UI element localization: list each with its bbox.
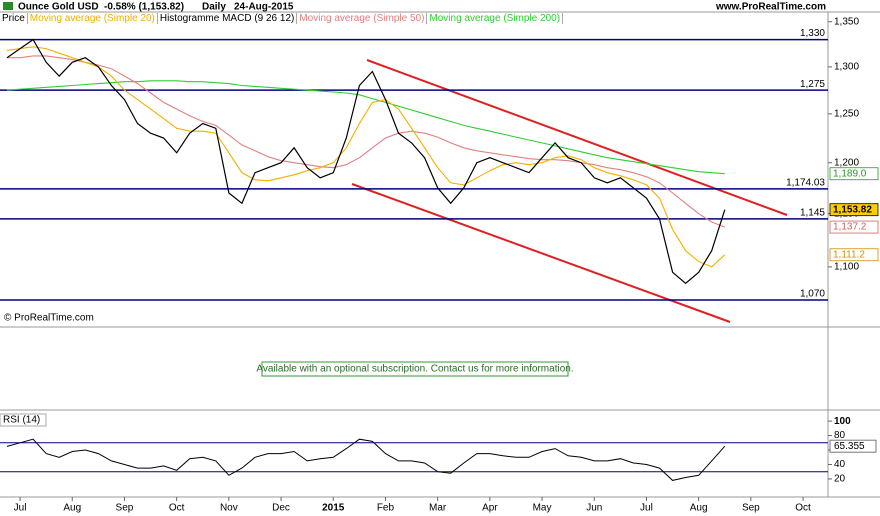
legend-entry: Moving average (Simple 50)	[297, 13, 428, 24]
indicator-title: RSI (14)	[3, 415, 40, 426]
value-label: 1,153.82	[833, 204, 872, 215]
x-tick-label: Mar	[429, 503, 447, 514]
series-line	[6, 38, 726, 285]
value-box	[829, 248, 879, 262]
y-tick-label: 80	[834, 430, 846, 441]
x-tick-label: Jun	[586, 503, 602, 514]
y-tick-label: 1,250	[834, 108, 859, 119]
series-line	[6, 80, 725, 175]
y-tick-label: 20	[834, 474, 846, 485]
x-tick-label: Oct	[169, 503, 185, 514]
y-tick-label: 1,350	[834, 16, 859, 27]
x-tick-label: Apr	[482, 503, 498, 514]
x-tick-label: Feb	[377, 503, 395, 514]
x-tick-label: Dec	[272, 503, 290, 514]
x-tick-label: Aug	[690, 503, 708, 514]
legend: Price Moving average (Simple 20) Histogram…	[0, 13, 564, 24]
value-label: 1,111.2	[833, 249, 865, 260]
x-tick-label: Aug	[63, 503, 81, 514]
value-box	[829, 203, 879, 217]
value-box	[829, 220, 879, 234]
legend-entry: Moving average (Simple 200)	[427, 13, 564, 24]
y-tick-label: 1,100	[834, 262, 859, 273]
legend-entry: Price	[0, 13, 28, 24]
series-line	[6, 438, 726, 481]
x-tick-label: Sep	[742, 503, 760, 514]
trend-channel	[351, 183, 731, 323]
level-label: 1,145	[800, 208, 825, 219]
value-label: 1,137.2	[833, 222, 867, 233]
x-tick-label: May	[533, 503, 552, 514]
notice-box	[261, 361, 569, 377]
instrument: Ounce Gold USD	[18, 2, 99, 13]
x-tick-label: Nov	[220, 503, 238, 514]
series-line	[6, 46, 726, 268]
value-label: 65.355	[834, 441, 865, 452]
legend-entry: Moving average (Simple 20)	[27, 13, 158, 24]
y-tick-label: 1,300	[834, 62, 859, 73]
period: Daily	[202, 2, 226, 13]
value-box	[829, 167, 879, 181]
copyright: © ProRealTime.com	[4, 313, 94, 324]
level-label: 1,070	[800, 289, 825, 300]
y-tick-label: 40	[834, 459, 846, 470]
legend-entry: Histogramme MACD (9 26 12)	[157, 13, 298, 24]
price-plot	[6, 38, 726, 285]
icon	[3, 2, 13, 10]
macd-notice: Available with an optional subscription.…	[256, 364, 573, 375]
y-tick-label: 1,200	[834, 157, 859, 168]
x-tick-label: Jul	[640, 503, 653, 514]
series-line	[7, 55, 725, 228]
x-tick-label: Jul	[14, 503, 27, 514]
value-label: 1,189.0	[833, 168, 867, 179]
level-label: 1,174.03	[786, 178, 825, 189]
value-box	[829, 439, 877, 453]
level-label: 1,330	[800, 28, 825, 39]
y-tick-label: 100	[834, 416, 851, 427]
x-tick-label: 2015	[322, 503, 345, 514]
x-tick-label: Sep	[116, 503, 134, 514]
x-tick-label: Oct	[795, 503, 811, 514]
site: www.ProRealTime.com	[715, 2, 826, 13]
level-label: 1,275	[800, 79, 825, 90]
change: -0.58% (1,153.82)	[104, 2, 184, 13]
date: 24-Aug-2015	[234, 2, 294, 13]
indicator-box	[0, 413, 47, 427]
